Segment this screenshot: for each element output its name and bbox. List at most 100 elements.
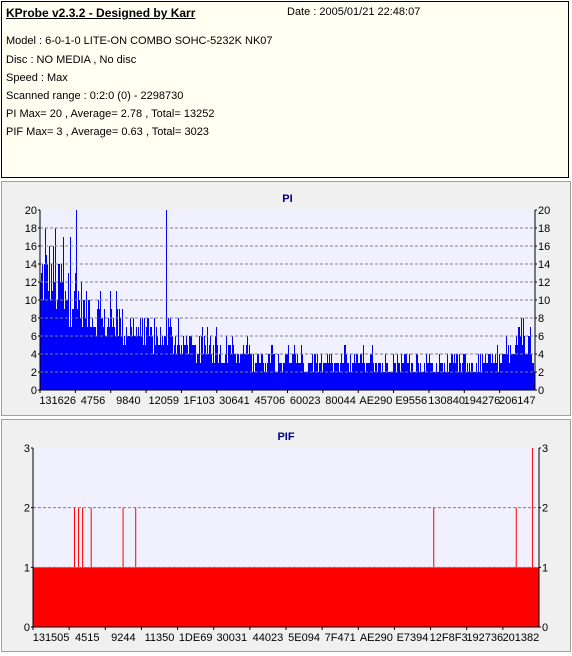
pi-bar	[359, 363, 360, 390]
x-tick-label: 80044	[325, 395, 356, 407]
chart-title: PI	[282, 193, 292, 205]
info-panel: KProbe v2.3.2 - Designed by Karr Date : …	[1, 1, 569, 178]
pi-bar	[191, 336, 192, 390]
pi-bar	[72, 309, 73, 390]
pi-bar	[213, 345, 214, 390]
pi-bar	[372, 345, 373, 390]
y-tick-label-right: 14	[538, 259, 550, 271]
pi-bar	[310, 363, 311, 390]
y-tick-label-right: 2	[538, 367, 544, 379]
pi-bar	[453, 363, 454, 390]
pi-bar	[195, 345, 196, 390]
pi-bar	[445, 372, 446, 390]
pi-bar	[51, 264, 52, 390]
pi-bar	[470, 372, 471, 390]
pi-bar	[523, 318, 524, 390]
pi-bar	[333, 372, 334, 390]
pi-bar	[69, 327, 70, 390]
x-tick-label: 4515	[75, 632, 99, 644]
y-tick-label-right: 6	[538, 331, 544, 343]
pif-chart-panel: PIF 0 0 1 1 2 2 3 3 131505 4515 9244 11350 1DE69 30031…	[1, 419, 571, 652]
pi-bar	[332, 363, 333, 390]
pi-bar	[519, 327, 520, 390]
pi-bar	[423, 372, 424, 390]
pi-bar	[145, 345, 146, 390]
x-tick-label: 44023	[253, 632, 284, 644]
pi-bar	[324, 363, 325, 390]
pi-bar	[90, 327, 91, 390]
pi-bar	[342, 363, 343, 390]
pi-bar	[433, 372, 434, 390]
x-tick-label: 201382	[503, 632, 540, 644]
pi-bar	[141, 336, 142, 390]
pi-bar	[277, 372, 278, 390]
pi-bar	[134, 336, 135, 390]
pi-bar	[159, 345, 160, 390]
pi-bar	[168, 318, 169, 390]
pi-bar	[223, 363, 224, 390]
pi-bar	[174, 345, 175, 390]
pi-bar	[179, 345, 180, 390]
pi-bar	[96, 336, 97, 390]
pi-bar	[263, 363, 264, 390]
pi-bar	[254, 372, 255, 390]
pi-bar	[148, 318, 149, 390]
pi-bar	[320, 363, 321, 390]
pi-bar	[365, 372, 366, 390]
pi-bar	[248, 354, 249, 390]
x-tick-label: 12F8F3	[430, 632, 468, 644]
pi-bar	[155, 345, 156, 390]
x-tick-label: 5E094	[288, 632, 320, 644]
pi-bar	[185, 345, 186, 390]
pi-bar	[270, 363, 271, 390]
pi-bar	[435, 372, 436, 390]
y-tick-label-left: 6	[31, 331, 37, 343]
pi-bar	[208, 354, 209, 390]
pi-bar	[57, 300, 58, 390]
pi-bar	[187, 345, 188, 390]
pi-bar	[441, 363, 442, 390]
pi-bar	[45, 228, 46, 390]
pi-bar	[115, 336, 116, 390]
pi-chart: PI 0 0 2 2 4 4 6 6 8 8 10 10 12 12 14 14 16 16 18 18 20 20 1316…	[25, 193, 551, 407]
y-tick-label-left: 0	[31, 385, 37, 397]
pi-bar	[236, 363, 237, 390]
pi-bar	[221, 363, 222, 390]
pi-bar	[244, 354, 245, 390]
pi-bar	[444, 363, 445, 390]
y-tick-label-right: 10	[538, 295, 550, 307]
pi-bar	[111, 309, 112, 390]
pi-bar	[49, 246, 50, 390]
pi-bar	[408, 363, 409, 390]
pi-bar	[461, 372, 462, 390]
pi-bar	[177, 345, 178, 390]
pi-bar	[376, 363, 377, 390]
pi-bar	[175, 336, 176, 390]
pi-bar	[493, 363, 494, 390]
pi-bar	[226, 336, 227, 390]
pi-bar	[291, 363, 292, 390]
x-tick-label: 7F471	[325, 632, 356, 644]
x-tick-label: 60023	[290, 395, 321, 407]
scanned-range-line: Scanned range : 0:2:0 (0) - 2298730	[6, 90, 184, 102]
pi-bar	[196, 363, 197, 390]
pi-bar	[450, 363, 451, 390]
pi-bar	[280, 363, 281, 390]
pi-bar	[329, 354, 330, 390]
pi-bar	[381, 372, 382, 390]
pi-bar	[402, 363, 403, 390]
app-title: KProbe v2.3.2 - Designed by Karr	[6, 6, 196, 20]
pi-bar	[430, 363, 431, 390]
pi-bar	[367, 363, 368, 390]
pi-bar	[88, 300, 89, 390]
pi-bar	[252, 372, 253, 390]
pi-bar	[58, 264, 59, 390]
pi-bar	[392, 372, 393, 390]
pi-bar	[289, 363, 290, 390]
pi-bar	[201, 336, 202, 390]
pi-bar	[374, 372, 375, 390]
model-line: Model : 6-0-1-0 LITE-ON COMBO SOHC-5232K…	[6, 35, 273, 47]
y-tick-label-left: 8	[31, 313, 37, 325]
pi-bar	[86, 291, 87, 390]
pi-bar	[478, 354, 479, 390]
